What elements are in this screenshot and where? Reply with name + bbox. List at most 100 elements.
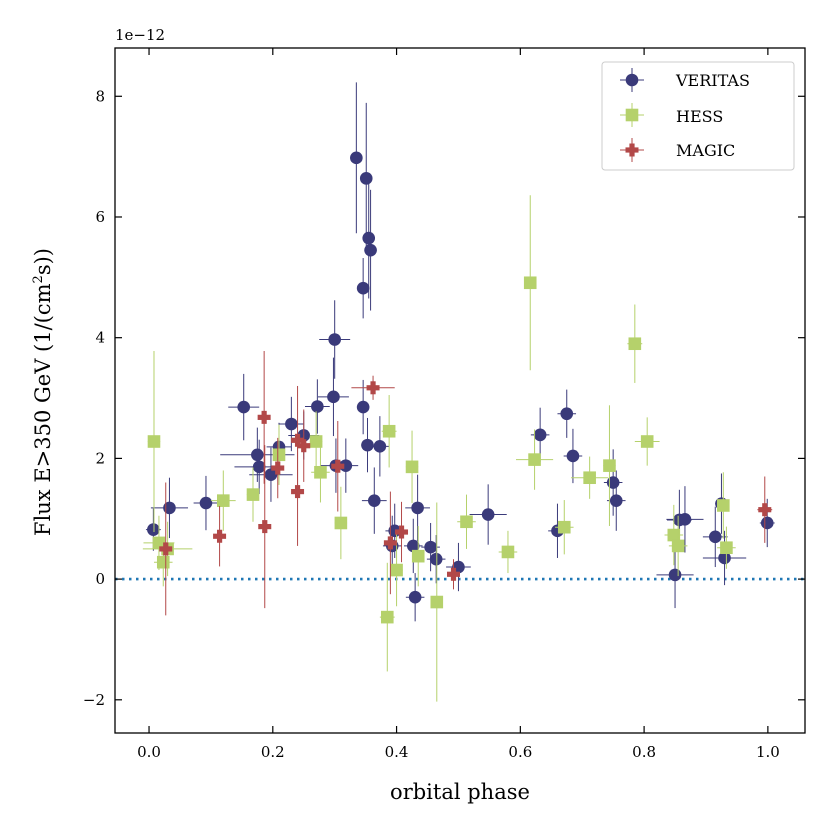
marker-square — [557, 520, 571, 534]
legend-frame — [601, 61, 795, 171]
data-point-magic — [213, 506, 227, 567]
y-axis-label: Flux E>350 GeV (1/(cm2s)) — [31, 248, 55, 536]
marker-circle — [364, 243, 377, 257]
data-point-hess — [717, 472, 730, 539]
marker-plus-v — [275, 461, 281, 475]
marker-circle — [147, 523, 160, 536]
marker-plus — [291, 485, 305, 499]
data-point-veritas — [249, 447, 293, 502]
data-point-veritas — [405, 474, 430, 542]
marker-plus-v — [398, 525, 405, 539]
y-tick-label: −2 — [83, 691, 105, 709]
marker-plus-v — [335, 459, 341, 473]
marker-circle — [367, 494, 381, 507]
marker-circle — [760, 516, 774, 530]
marker-circle — [668, 568, 682, 582]
legend-marker-shape — [625, 143, 639, 157]
data-point-hess — [571, 456, 609, 499]
data-point-hess — [379, 562, 395, 672]
marker-circle — [350, 151, 363, 165]
marker-square — [309, 435, 323, 448]
marker-square — [628, 337, 642, 351]
data-point-hess — [554, 500, 574, 555]
data-point-hess — [516, 429, 554, 490]
data-point-hess — [498, 530, 518, 574]
legend-marker-shape-v — [629, 143, 635, 157]
legend-marker-shape — [625, 73, 639, 87]
marker-circle — [252, 460, 266, 474]
data-point-veritas — [469, 484, 507, 545]
y-tick-label: 4 — [95, 329, 105, 347]
marker-circle — [163, 501, 176, 515]
marker-plus-v — [163, 542, 169, 556]
data-point-magic — [159, 482, 173, 616]
marker-circle — [606, 476, 620, 489]
marker-plus-v — [216, 529, 223, 543]
marker-plus-v — [762, 503, 768, 517]
data-point-hess — [717, 526, 736, 569]
marker-plus-v — [262, 520, 268, 534]
data-point-hess — [210, 470, 236, 531]
data-point-veritas — [364, 189, 377, 311]
data-point-hess — [457, 494, 476, 549]
data-point-hess — [272, 424, 286, 485]
marker-square — [640, 435, 654, 448]
marker-square — [272, 448, 286, 462]
marker-square — [523, 276, 537, 290]
marker-plus — [758, 503, 772, 517]
data-point-hess — [147, 350, 161, 533]
marker-plus — [383, 536, 397, 550]
marker-circle — [533, 428, 547, 442]
data-point-hess — [430, 502, 444, 702]
data-point-magic — [291, 437, 305, 546]
y-tick-label: 8 — [95, 87, 105, 105]
marker-circle — [408, 590, 422, 604]
marker-square — [460, 515, 473, 529]
marker-circle — [609, 494, 623, 507]
marker-circle — [362, 231, 376, 245]
marker-circle — [373, 440, 387, 453]
data-point-hess — [664, 504, 684, 566]
marker-square — [156, 555, 170, 569]
legend-marker-shape — [625, 108, 639, 122]
marker-square — [411, 549, 425, 563]
y-tick-label: 6 — [95, 208, 105, 226]
data-point-hess — [627, 304, 643, 383]
marker-circle — [251, 448, 264, 462]
x-tick-label: 0.2 — [261, 743, 285, 761]
marker-plus — [258, 520, 272, 534]
y-offset-label: 1e−12 — [115, 26, 165, 44]
x-axis-label: orbital phase — [390, 780, 530, 804]
data-point-hess — [246, 467, 260, 522]
marker-plus — [159, 542, 173, 556]
data-point-veritas — [361, 417, 374, 473]
marker-square — [603, 459, 616, 472]
data-point-veritas — [370, 416, 390, 477]
marker-square — [246, 488, 260, 501]
marker-circle — [199, 496, 213, 510]
data-point-veritas — [563, 428, 583, 484]
marker-circle — [678, 513, 692, 526]
marker-square — [314, 465, 327, 479]
legend: VERITAS HESS MAGIC — [601, 61, 795, 171]
data-point-veritas — [405, 573, 425, 622]
data-point-veritas — [403, 518, 423, 574]
marker-square — [717, 499, 730, 512]
marker-plus-v — [387, 536, 393, 550]
marker-circle — [356, 400, 370, 414]
marker-square — [430, 595, 444, 609]
plot-area — [115, 82, 805, 702]
legend-marker-magic — [620, 138, 644, 162]
marker-plus — [366, 381, 380, 395]
legend-label-veritas: VERITAS — [675, 71, 750, 90]
marker-plus-v — [261, 410, 267, 424]
data-point-hess — [668, 515, 688, 577]
data-point-veritas — [356, 379, 370, 435]
axes: 0.0 0.2 0.4 0.6 0.8 1.0 −2 0 2 4 6 8 — [83, 47, 806, 761]
marker-square — [334, 516, 348, 530]
data-point-veritas — [606, 470, 626, 531]
marker-square — [405, 460, 419, 474]
marker-circle — [311, 400, 324, 413]
data-point-veritas — [319, 300, 351, 379]
data-point-magic — [258, 445, 272, 609]
